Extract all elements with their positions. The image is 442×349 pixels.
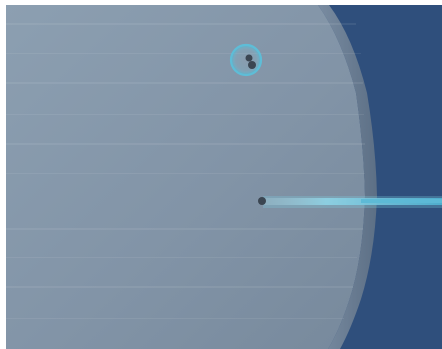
game-scene[interactable] [6, 5, 442, 349]
target-dot-upper [245, 54, 253, 62]
surface-texture [6, 23, 365, 319]
laser-beam [264, 198, 442, 205]
large-disc-surface [6, 5, 365, 349]
disc-rim [318, 5, 377, 349]
beam-origin-dot[interactable] [258, 197, 266, 205]
target-ring[interactable] [229, 43, 263, 77]
target-dot-lower [248, 61, 256, 69]
scene-svg [6, 5, 442, 349]
laser-beam-core [361, 199, 442, 203]
